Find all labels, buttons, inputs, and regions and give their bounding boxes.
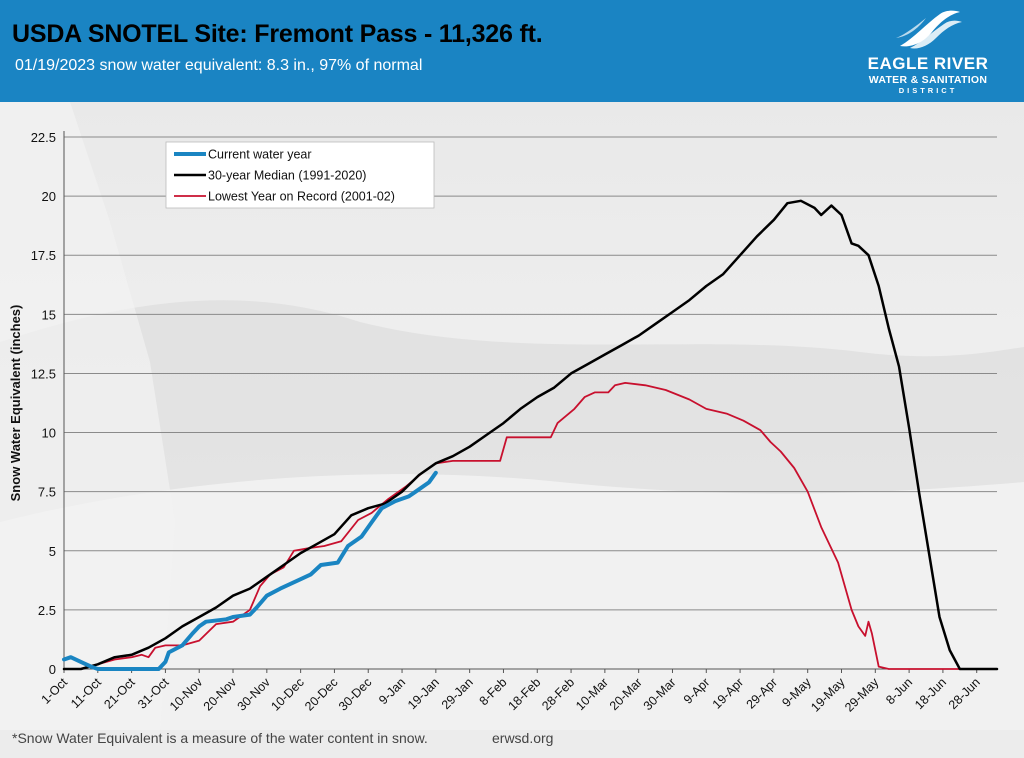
website-link: erwsd.org <box>492 730 554 746</box>
legend-label-0: Current water year <box>208 148 312 162</box>
header-banner: USDA SNOTEL Site: Fremont Pass - 11,326 … <box>0 0 1024 102</box>
y-axis-label: Snow Water Equivalent (inches) <box>8 305 23 502</box>
y-tick-label: 15 <box>42 307 56 322</box>
y-tick-label: 12.5 <box>31 366 56 381</box>
series-line-2 <box>63 382 998 670</box>
page-subtitle: 01/19/2023 snow water equivalent: 8.3 in… <box>15 57 423 74</box>
y-tick-label: 5 <box>49 544 56 559</box>
y-tick-label: 20 <box>42 189 56 204</box>
legend-label-1: 30-year Median (1991-2020) <box>208 169 366 183</box>
series-line-1 <box>62 199 999 671</box>
y-tick-label: 7.5 <box>38 485 56 500</box>
legend-label-2: Lowest Year on Record (2001-02) <box>208 190 395 204</box>
footnote: *Snow Water Equivalent is a measure of t… <box>12 730 428 746</box>
snow-tree-left <box>0 102 175 730</box>
logo-line-3: DISTRICT <box>898 86 958 95</box>
logo-line-2: WATER & SANITATION <box>868 74 988 86</box>
series-line-0 <box>62 470 438 671</box>
y-tick-label: 0 <box>49 662 56 677</box>
y-tick-label: 22.5 <box>31 130 56 145</box>
wave-icon <box>896 10 962 49</box>
logo: EAGLE RIVER WATER & SANITATION DISTRICT <box>838 8 1018 96</box>
page-title: USDA SNOTEL Site: Fremont Pass - 11,326 … <box>12 20 543 48</box>
y-tick-label: 17.5 <box>31 248 56 263</box>
snow-foreground <box>0 474 1024 730</box>
swe-chart: 02.557.51012.51517.52022.51-Oct11-Oct21-… <box>0 102 1024 730</box>
y-tick-label: 2.5 <box>38 603 56 618</box>
logo-line-1: EAGLE RIVER <box>867 54 989 73</box>
y-tick-label: 10 <box>42 426 56 441</box>
legend-box <box>165 141 435 209</box>
